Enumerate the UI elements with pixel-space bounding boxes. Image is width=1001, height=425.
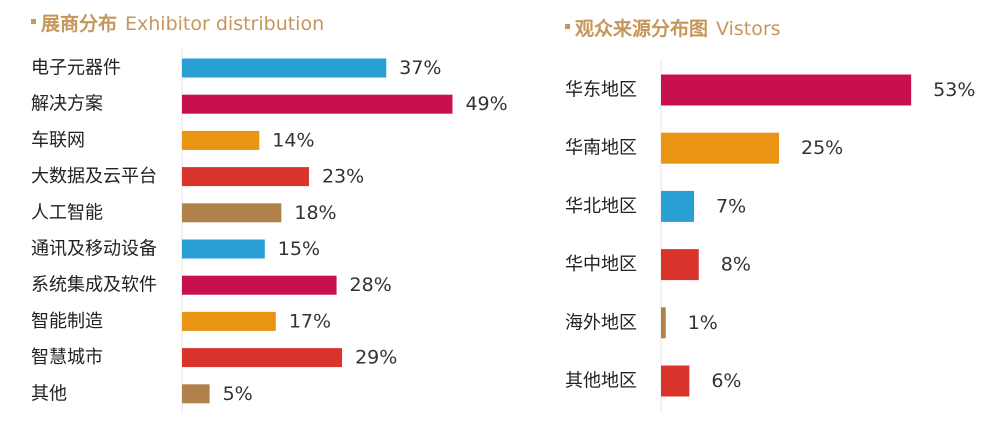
category-label: 解决方案 bbox=[31, 94, 103, 115]
category-label: 其他地区 bbox=[565, 371, 637, 392]
bar bbox=[182, 203, 282, 223]
data-label: 1% bbox=[688, 312, 718, 334]
bar bbox=[182, 167, 309, 187]
category-label: 华东地区 bbox=[565, 80, 637, 101]
category-label: 华北地区 bbox=[565, 196, 637, 217]
category-label: 大数据及云平台 bbox=[31, 166, 157, 187]
data-label: 37% bbox=[399, 57, 441, 79]
visitor-source-chart: 观众来源分布图 Vistors 华东地区 53% 华南地区 25% 华北地区 7% 华中地区 8… bbox=[548, 0, 1001, 425]
data-label: 5% bbox=[223, 383, 253, 405]
category-label: 车联网 bbox=[31, 130, 85, 151]
data-label: 23% bbox=[322, 166, 364, 188]
category-label: 海外地区 bbox=[565, 312, 637, 333]
bar bbox=[182, 58, 387, 78]
bar bbox=[661, 365, 690, 397]
bar bbox=[661, 74, 912, 106]
data-label: 8% bbox=[721, 254, 751, 276]
bar bbox=[661, 132, 779, 164]
title-bullet-icon bbox=[565, 24, 570, 29]
data-label: 7% bbox=[716, 195, 746, 217]
data-label: 6% bbox=[711, 370, 741, 392]
data-label: 15% bbox=[278, 238, 320, 260]
category-label: 人工智能 bbox=[31, 202, 103, 223]
category-label: 华南地区 bbox=[565, 138, 637, 159]
data-label: 14% bbox=[272, 129, 314, 151]
data-label: 49% bbox=[465, 93, 507, 115]
bar bbox=[182, 384, 210, 404]
data-label: 29% bbox=[355, 347, 397, 369]
data-label: 25% bbox=[801, 137, 843, 159]
visitor-chart-title: 观众来源分布图 Vistors bbox=[565, 17, 781, 41]
bar bbox=[182, 311, 276, 331]
bar bbox=[661, 249, 699, 281]
visitor-chart-title-zh: 观众来源分布图 bbox=[575, 18, 709, 40]
data-label: 53% bbox=[933, 79, 975, 101]
exhibitor-chart-title: 展商分布 Exhibitor distribution bbox=[31, 12, 324, 36]
data-label: 17% bbox=[289, 310, 331, 332]
data-label: 18% bbox=[294, 202, 336, 224]
exhibitor-bar-chart: 电子元器件 37% 解决方案 49% 车联网 14% 大数据及云平台 23% 人工智能 18% 通讯… bbox=[31, 49, 508, 413]
category-label: 华中地区 bbox=[565, 254, 637, 275]
visitor-chart-subtitle: Vistors bbox=[716, 18, 781, 40]
bar bbox=[661, 190, 695, 222]
bar bbox=[661, 307, 666, 339]
data-label: 28% bbox=[350, 274, 392, 296]
exhibitor-distribution-chart: 展商分布 Exhibitor distribution 电子元器件 37% 解决方案 4… bbox=[31, 12, 508, 413]
exhibitor-chart-title-zh: 展商分布 bbox=[41, 13, 118, 35]
bar bbox=[182, 275, 337, 295]
category-label: 智能制造 bbox=[31, 311, 103, 332]
exhibitor-chart-subtitle: Exhibitor distribution bbox=[125, 13, 325, 35]
category-label: 其他 bbox=[31, 383, 67, 404]
visitor-bar-chart: 华东地区 53% 华南地区 25% 华北地区 7% 华中地区 8% 海外地区 1% 其他地区 6% bbox=[565, 59, 975, 412]
category-label: 系统集成及软件 bbox=[31, 275, 157, 296]
category-label: 智慧城市 bbox=[31, 347, 103, 368]
bar bbox=[182, 348, 343, 368]
bar bbox=[182, 239, 265, 259]
bar bbox=[182, 94, 453, 114]
bar bbox=[182, 130, 260, 150]
category-label: 通讯及移动设备 bbox=[31, 239, 157, 260]
category-label: 电子元器件 bbox=[31, 58, 121, 79]
title-bullet-icon bbox=[31, 19, 36, 24]
